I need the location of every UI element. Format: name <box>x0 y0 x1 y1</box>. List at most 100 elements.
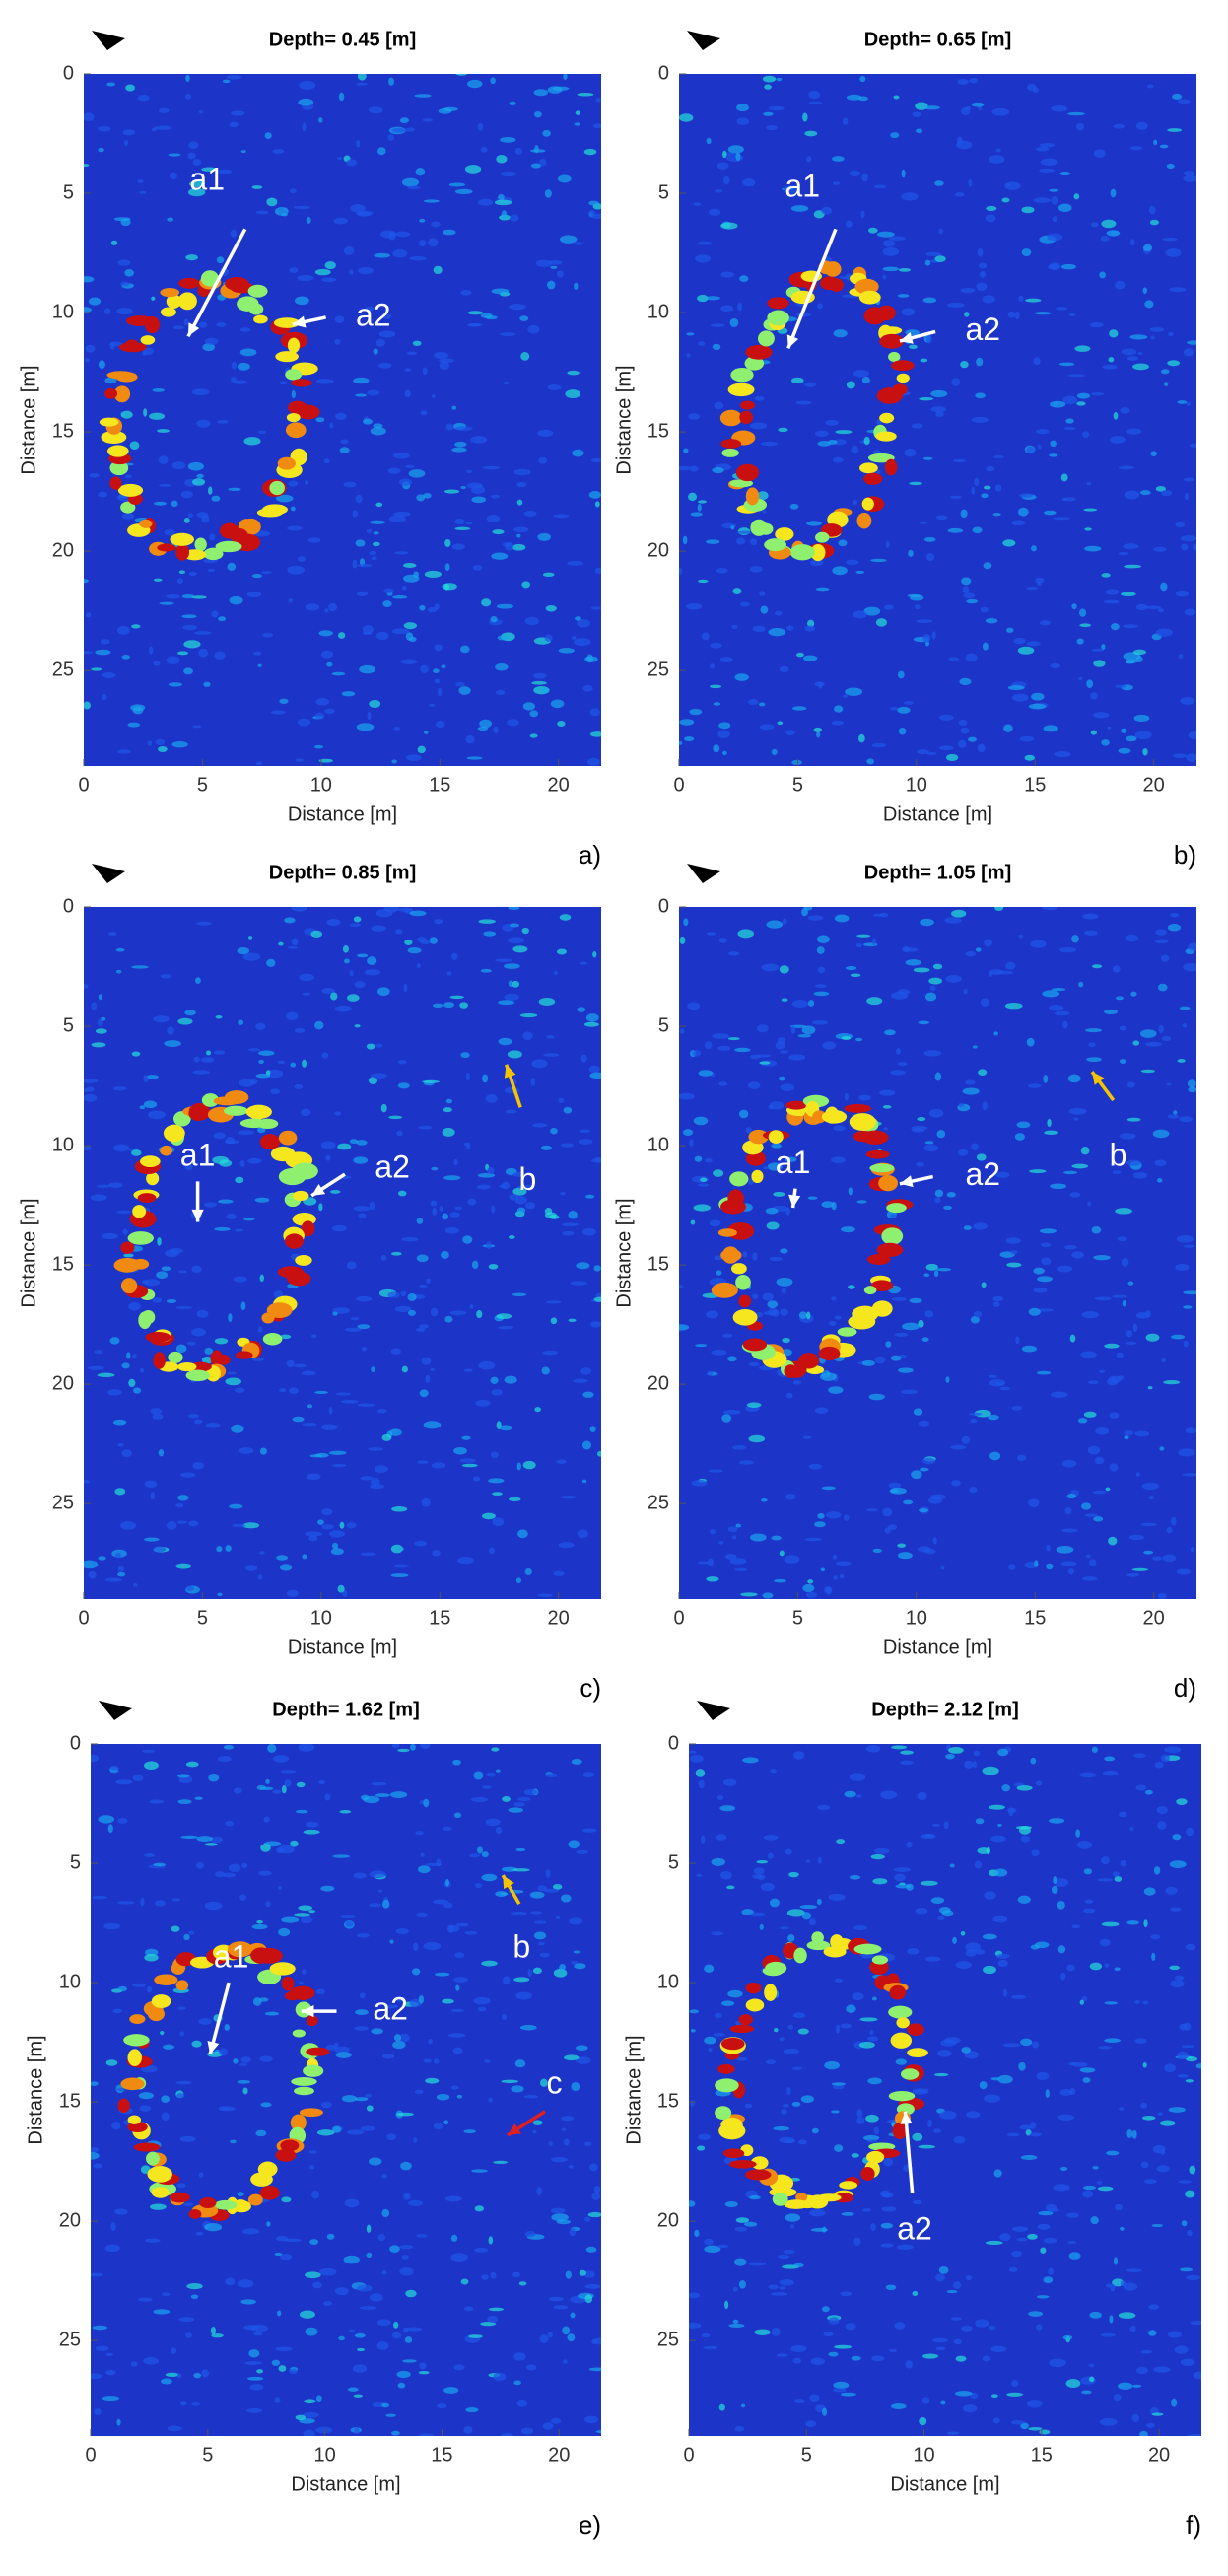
speckle <box>1117 1236 1127 1242</box>
speckle <box>734 1567 748 1572</box>
speckle <box>278 941 284 946</box>
speckle <box>679 740 683 745</box>
speckle <box>737 929 755 939</box>
speckle <box>1007 1564 1016 1570</box>
speckle <box>512 1171 526 1177</box>
speckle <box>329 422 334 429</box>
speckle <box>516 499 523 506</box>
annotation-arrowhead <box>899 1175 914 1188</box>
speckle <box>112 2008 123 2014</box>
anomaly-blob <box>145 1331 171 1343</box>
speckle <box>350 1317 360 1321</box>
speckle <box>433 2058 440 2064</box>
speckle <box>718 2403 725 2411</box>
speckle <box>376 1409 387 1414</box>
speckle <box>401 585 407 591</box>
speckle <box>953 2136 966 2144</box>
speckle <box>707 1558 714 1567</box>
speckle <box>394 1305 412 1313</box>
speckle <box>161 2112 170 2121</box>
speckle <box>495 1826 503 1835</box>
speckle <box>508 980 513 988</box>
speckle <box>687 1002 701 1010</box>
anomaly-blob <box>855 1316 875 1329</box>
speckle <box>1024 754 1035 761</box>
speckle <box>1049 2358 1066 2368</box>
speckle <box>356 591 369 596</box>
speckle <box>846 94 862 101</box>
speckle <box>371 556 377 561</box>
speckle <box>302 1554 307 1560</box>
speckle <box>248 1048 260 1052</box>
speckle <box>453 2364 465 2371</box>
speckle <box>418 239 427 247</box>
speckle <box>186 2282 203 2290</box>
speckle <box>1177 2051 1190 2060</box>
x-tick-label: 5 <box>197 1607 208 1629</box>
y-tick-label: 15 <box>52 1253 74 1275</box>
x-tick-label: 0 <box>683 2444 694 2466</box>
speckle <box>997 1748 1009 1757</box>
speckle <box>778 427 788 433</box>
speckle <box>356 210 374 216</box>
annotation: b <box>1110 1138 1127 1173</box>
speckle <box>965 1079 976 1085</box>
anomaly-blob <box>194 537 207 552</box>
speckle <box>576 1849 589 1854</box>
speckle <box>787 2024 794 2030</box>
speckle <box>507 1050 522 1059</box>
anomaly-blob <box>839 2181 858 2190</box>
speckle <box>431 394 436 398</box>
speckle <box>1126 735 1137 742</box>
speckle <box>194 1419 203 1425</box>
speckle <box>324 608 329 613</box>
anomaly-blob <box>732 1308 758 1326</box>
speckle <box>921 2353 939 2359</box>
speckle <box>186 1341 196 1346</box>
speckle <box>128 1378 136 1388</box>
speckle <box>294 296 309 306</box>
speckle <box>442 1998 454 2004</box>
speckle <box>828 1386 844 1394</box>
speckle <box>1185 1943 1196 1951</box>
speckle <box>1053 1876 1057 1885</box>
speckle <box>583 148 597 156</box>
speckle <box>586 654 593 663</box>
speckle <box>358 267 374 275</box>
speckle <box>296 1781 306 1788</box>
speckle <box>389 1939 394 1944</box>
speckle <box>299 1981 304 1985</box>
speckle <box>567 2333 576 2342</box>
speckle <box>216 1546 223 1553</box>
anomaly-blob <box>255 1947 283 1964</box>
speckle <box>1051 987 1066 992</box>
speckle <box>395 1927 409 1935</box>
speckle <box>988 1804 1005 1810</box>
speckle <box>727 1356 737 1362</box>
speckle <box>1181 543 1189 551</box>
speckle <box>480 313 493 318</box>
speckle <box>880 1790 898 1800</box>
speckle <box>1185 2190 1195 2198</box>
speckle <box>909 481 922 486</box>
anomaly-blob <box>824 261 842 277</box>
y-tick-label: 0 <box>658 895 669 917</box>
speckle <box>583 2270 595 2278</box>
speckle <box>266 197 278 207</box>
speckle <box>1180 696 1195 705</box>
anomaly-blob <box>175 1980 189 1991</box>
speckle <box>720 222 738 230</box>
speckle <box>315 2395 322 2402</box>
anomaly-blob <box>890 2032 913 2049</box>
speckle <box>1065 2379 1081 2389</box>
panel: Depth= 0.45 [m]0 5 10 15 200510152025Distanc… <box>18 29 601 870</box>
speckle <box>1177 2073 1189 2078</box>
speckle <box>264 2011 280 2016</box>
speckle <box>1183 1305 1193 1309</box>
speckle <box>1110 188 1117 198</box>
anomaly-blob <box>141 1310 156 1325</box>
speckle <box>329 1190 341 1194</box>
speckle <box>418 1324 430 1329</box>
speckle <box>711 1857 726 1866</box>
speckle <box>784 1555 800 1564</box>
